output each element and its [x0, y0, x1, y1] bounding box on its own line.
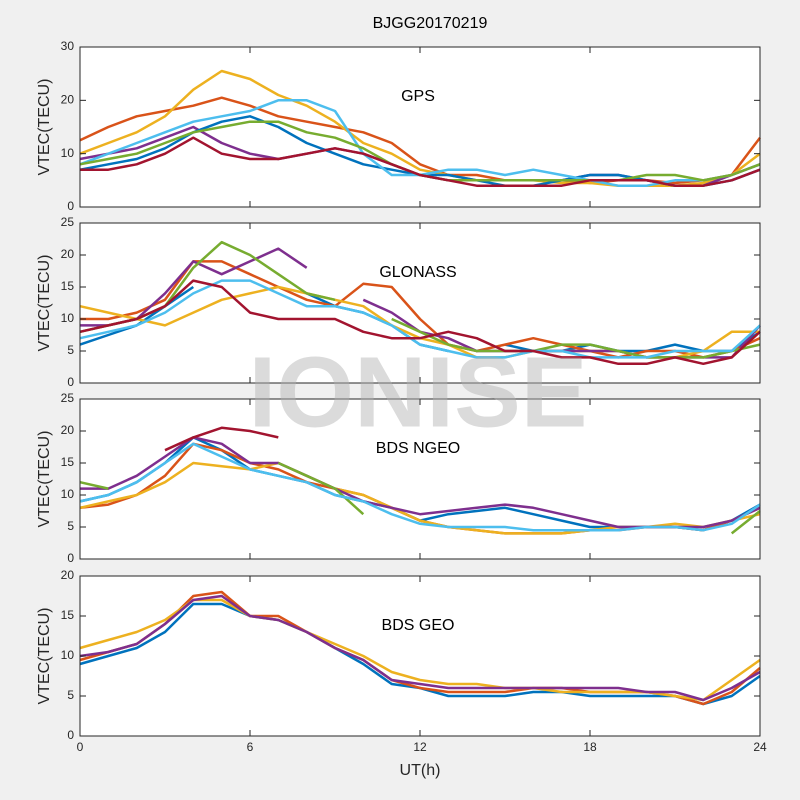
- series-line: [79, 461, 761, 535]
- y-tick-label: 25: [61, 215, 75, 229]
- watermark: IONISE: [249, 336, 588, 448]
- x-axis-label: UT(h): [400, 762, 441, 779]
- series-line: [79, 279, 761, 359]
- y-tick-label: 10: [61, 311, 75, 325]
- y-axis-label: VTEC(TECU): [36, 608, 53, 705]
- axes-background: [80, 399, 760, 559]
- panel-label: BDS NGEO: [376, 440, 460, 457]
- x-tick-label: 0: [77, 740, 84, 754]
- panel-label: GLONASS: [379, 264, 456, 281]
- y-axis-label: VTEC(TECU): [36, 255, 53, 352]
- axes-background: [80, 576, 760, 736]
- series-line: [79, 594, 761, 702]
- y-tick-label: 30: [61, 39, 75, 53]
- y-tick-label: 5: [67, 688, 74, 702]
- y-tick-label: 0: [67, 728, 74, 742]
- chart-title: BJGG20170219: [373, 15, 488, 32]
- y-tick-label: 15: [61, 455, 75, 469]
- series-line: [164, 426, 279, 452]
- y-axis-label: VTEC(TECU): [36, 431, 53, 528]
- series-line: [79, 279, 761, 366]
- y-tick-label: 10: [61, 487, 75, 501]
- y-tick-label: 20: [61, 423, 75, 437]
- y-tick-label: 10: [61, 146, 75, 160]
- y-tick-label: 10: [61, 648, 75, 662]
- y-tick-label: 0: [67, 199, 74, 213]
- series-line: [80, 136, 761, 187]
- y-tick-label: 20: [61, 93, 75, 107]
- y-tick-label: 0: [67, 375, 74, 389]
- y-tick-label: 5: [67, 343, 74, 357]
- panel-label: BDS GEO: [382, 617, 455, 634]
- y-tick-label: 15: [61, 608, 75, 622]
- y-tick-label: 0: [67, 551, 74, 565]
- y-tick-label: 20: [61, 568, 75, 582]
- x-tick-label: 18: [583, 740, 597, 754]
- x-tick-label: 6: [247, 740, 254, 754]
- y-tick-label: 15: [61, 279, 75, 293]
- x-tick-label: 12: [413, 740, 427, 754]
- series-line: [79, 442, 761, 532]
- y-tick-label: 25: [61, 391, 75, 405]
- y-tick-label: 20: [61, 247, 75, 261]
- x-tick-label: 24: [753, 740, 767, 754]
- y-tick-label: 5: [67, 519, 74, 533]
- y-axis-label: VTEC(TECU): [36, 79, 53, 176]
- panel-label: GPS: [401, 88, 435, 105]
